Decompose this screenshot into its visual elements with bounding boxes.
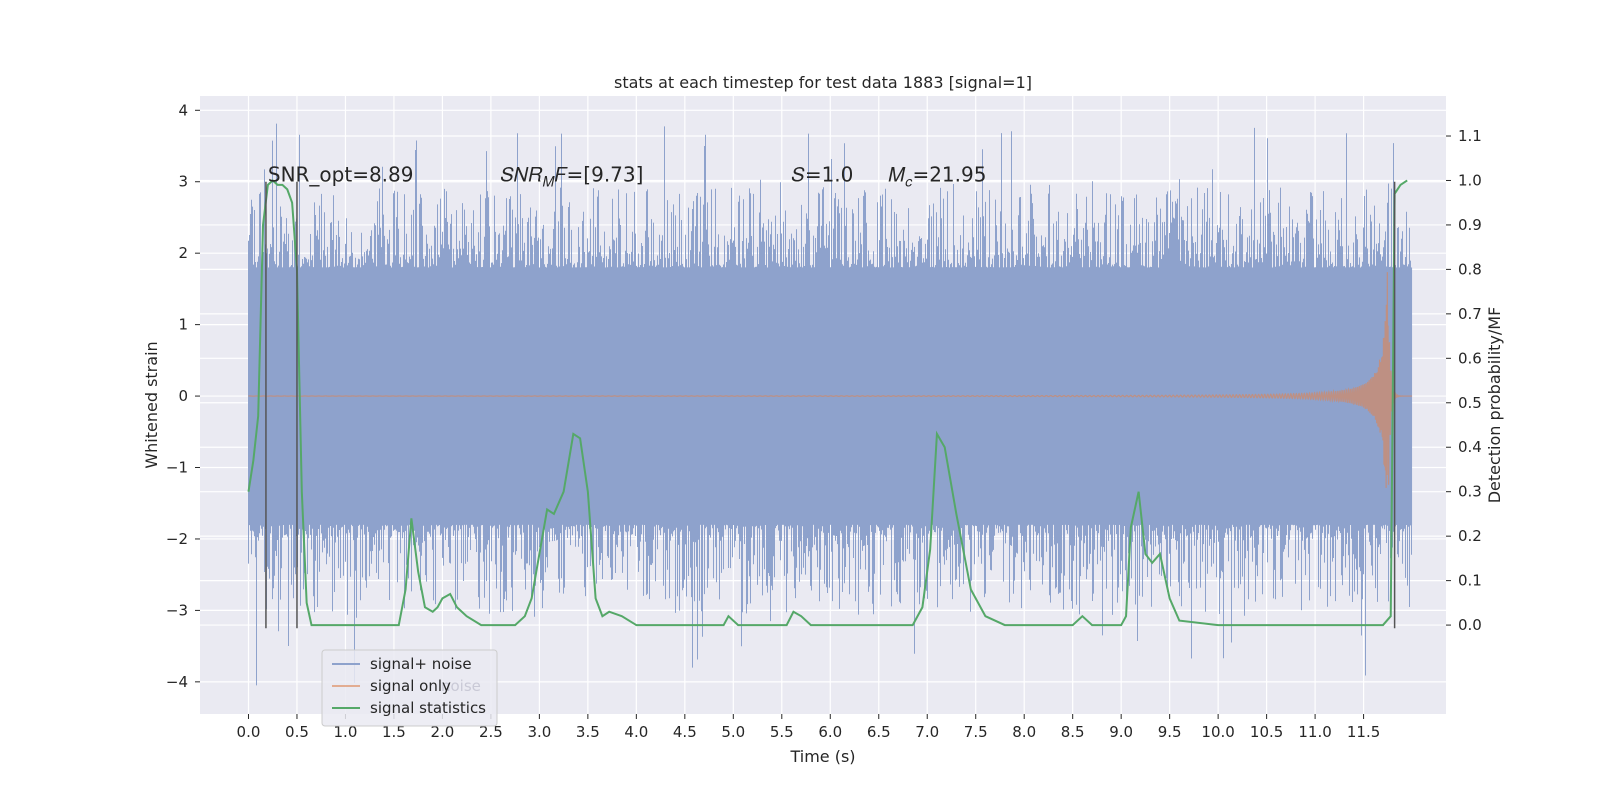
x-tick-label-19: 9.5 bbox=[1158, 723, 1182, 741]
legend: signal+ noise noise signal only signal s… bbox=[321, 649, 498, 727]
legend-label-signal: signal only bbox=[370, 677, 451, 695]
yr-tick-label-8: 0.8 bbox=[1458, 260, 1482, 278]
x-tick-label-9: 4.5 bbox=[673, 723, 697, 741]
yr-tick-label-10: 1.0 bbox=[1458, 171, 1482, 189]
x-tick-label-4: 2.0 bbox=[430, 723, 454, 741]
x-tick-label-13: 6.5 bbox=[867, 723, 891, 741]
yl-tick-label-6: 2 bbox=[178, 244, 188, 262]
stats-line bbox=[247, 179, 1408, 627]
x-tick-label-23: 11.5 bbox=[1347, 723, 1380, 741]
x-tick-label-18: 9.0 bbox=[1109, 723, 1133, 741]
x-tick-label-21: 10.5 bbox=[1250, 723, 1283, 741]
x-tick-label-16: 8.0 bbox=[1012, 723, 1036, 741]
x-tick-label-1: 0.5 bbox=[285, 723, 309, 741]
yr-tick-label-4: 0.4 bbox=[1458, 438, 1482, 456]
vertical-lines bbox=[265, 181, 1396, 629]
annotation-2: 𝑆=1.0 bbox=[791, 163, 853, 187]
legend-box bbox=[321, 649, 498, 727]
yl-tick-label-1: −3 bbox=[166, 601, 188, 619]
chart-title: stats at each timestep for test data 188… bbox=[614, 73, 1032, 92]
yr-tick-label-7: 0.7 bbox=[1458, 305, 1482, 323]
yr-tick-label-9: 0.9 bbox=[1458, 216, 1482, 234]
annotation-0: SNR_opt=8.89 bbox=[268, 163, 414, 187]
yl-tick-label-5: 1 bbox=[178, 316, 188, 334]
annotation-3: 𝑀𝑐=21.95 bbox=[888, 163, 986, 191]
yl-tick-label-3: −1 bbox=[166, 459, 188, 477]
x-tick-label-5: 2.5 bbox=[479, 723, 503, 741]
y-axis-label-right: Detection probability/MF bbox=[1485, 307, 1504, 504]
legend-label-stats: signal statistics bbox=[370, 699, 486, 717]
x-tick-label-2: 1.0 bbox=[334, 723, 358, 741]
yr-tick-label-1: 0.1 bbox=[1458, 572, 1482, 590]
yr-tick-label-3: 0.3 bbox=[1458, 483, 1482, 501]
ticks: 0.0 0.5 1.0 1.5 2.0 2.5 3.0 3.5 4.0 4.5 5.0 5.5 6.0 6… bbox=[166, 101, 1482, 741]
yl-tick-label-4: 0 bbox=[178, 387, 188, 405]
annotation-1: 𝑆𝑁𝑅𝑀𝐹=[9.73] bbox=[501, 163, 644, 191]
x-tick-label-10: 5.0 bbox=[721, 723, 745, 741]
yr-tick-label-2: 0.2 bbox=[1458, 527, 1482, 545]
x-tick-label-15: 7.5 bbox=[964, 723, 988, 741]
yr-tick-label-11: 1.1 bbox=[1458, 127, 1482, 145]
legend-label-noise: signal+ noise bbox=[370, 655, 472, 673]
x-tick-label-12: 6.0 bbox=[818, 723, 842, 741]
legend-ghost-text: noise bbox=[441, 677, 481, 695]
yr-tick-label-0: 0.0 bbox=[1458, 616, 1482, 634]
x-tick-label-17: 8.5 bbox=[1061, 723, 1085, 741]
x-tick-label-6: 3.0 bbox=[527, 723, 551, 741]
x-tick-label-14: 7.0 bbox=[915, 723, 939, 741]
stats-series bbox=[247, 179, 1408, 627]
x-axis-label: Time (s) bbox=[789, 747, 855, 766]
yr-tick-label-5: 0.5 bbox=[1458, 394, 1482, 412]
x-tick-label-8: 4.0 bbox=[624, 723, 648, 741]
yl-tick-label-2: −2 bbox=[166, 530, 188, 548]
yr-tick-label-6: 0.6 bbox=[1458, 349, 1482, 367]
x-tick-label-3: 1.5 bbox=[382, 723, 406, 741]
x-tick-label-22: 11.0 bbox=[1298, 723, 1331, 741]
x-tick-label-11: 5.5 bbox=[770, 723, 794, 741]
yl-tick-label-0: −4 bbox=[166, 673, 188, 691]
x-tick-label-0: 0.0 bbox=[237, 723, 261, 741]
x-tick-label-20: 10.0 bbox=[1201, 723, 1234, 741]
signal-trace bbox=[248, 272, 1413, 489]
yl-tick-label-8: 4 bbox=[178, 101, 188, 119]
y-axis-label-left: Whitened strain bbox=[142, 341, 161, 468]
yl-tick-label-7: 3 bbox=[178, 173, 188, 191]
x-tick-label-7: 3.5 bbox=[576, 723, 600, 741]
annotations: SNR_opt=8.89 𝑆𝑁𝑅𝑀𝐹=[9.73] 𝑆=1.0 𝑀𝑐=21.95 bbox=[268, 163, 987, 191]
signal-series bbox=[248, 272, 1413, 489]
